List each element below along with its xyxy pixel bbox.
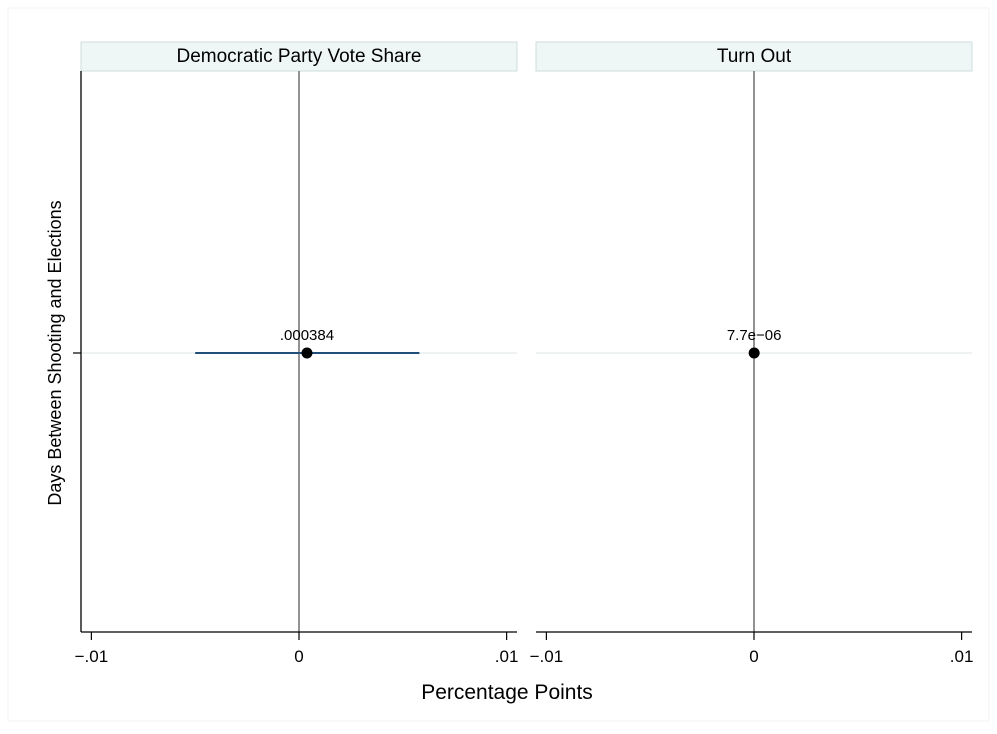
x-axis-label: Percentage Points [421,681,593,704]
point-estimate [301,347,313,359]
x-tick-label: −.01 [530,647,564,666]
point-estimate [748,347,760,359]
panel-2: Turn Out −.01 0 .01 7.7e−06 [530,41,974,666]
estimate-label: 7.7e−06 [727,327,782,344]
y-axis-label: Days Between Shooting and Elections [45,200,65,505]
x-tick-label: 0 [749,647,758,666]
estimate-label: .000384 [280,327,334,344]
x-tick-label: −.01 [75,647,109,666]
panel-header [535,41,973,72]
x-tick-label: .01 [495,647,519,666]
panel-title: Democratic Party Vote Share [177,46,422,67]
outer-frame [7,7,990,722]
panels-layer: Democratic Party Vote Share −.01 0 .01 .0003… [73,41,974,666]
panel-1: Democratic Party Vote Share −.01 0 .01 .0003… [75,41,519,666]
panel-header [80,41,518,72]
x-tick-label: 0 [294,647,303,666]
x-tick-label: .01 [950,647,974,666]
panel-title: Turn Out [717,46,792,67]
